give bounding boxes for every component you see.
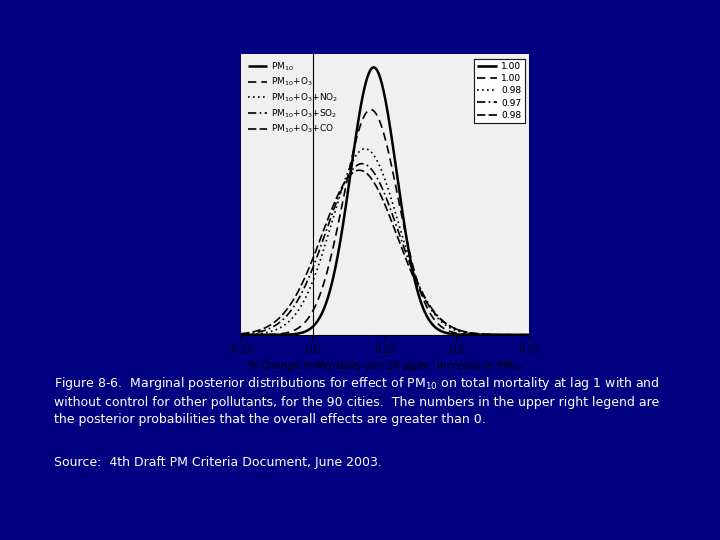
Legend: 1.00, 1.00, 0.98, 0.97, 0.98: 1.00, 1.00, 0.98, 0.97, 0.98 xyxy=(474,58,525,123)
Text: Figure 8-6.  Marginal posterior distributions for effect of PM$_{10}$ on total m: Figure 8-6. Marginal posterior distribut… xyxy=(54,375,660,426)
Text: Source:  4th Draft PM Criteria Document, June 2003.: Source: 4th Draft PM Criteria Document, … xyxy=(54,456,382,469)
X-axis label: % Change in Mortality per 10 μg/m³ Increase in PM$_{10}$: % Change in Mortality per 10 μg/m³ Incre… xyxy=(248,359,523,373)
